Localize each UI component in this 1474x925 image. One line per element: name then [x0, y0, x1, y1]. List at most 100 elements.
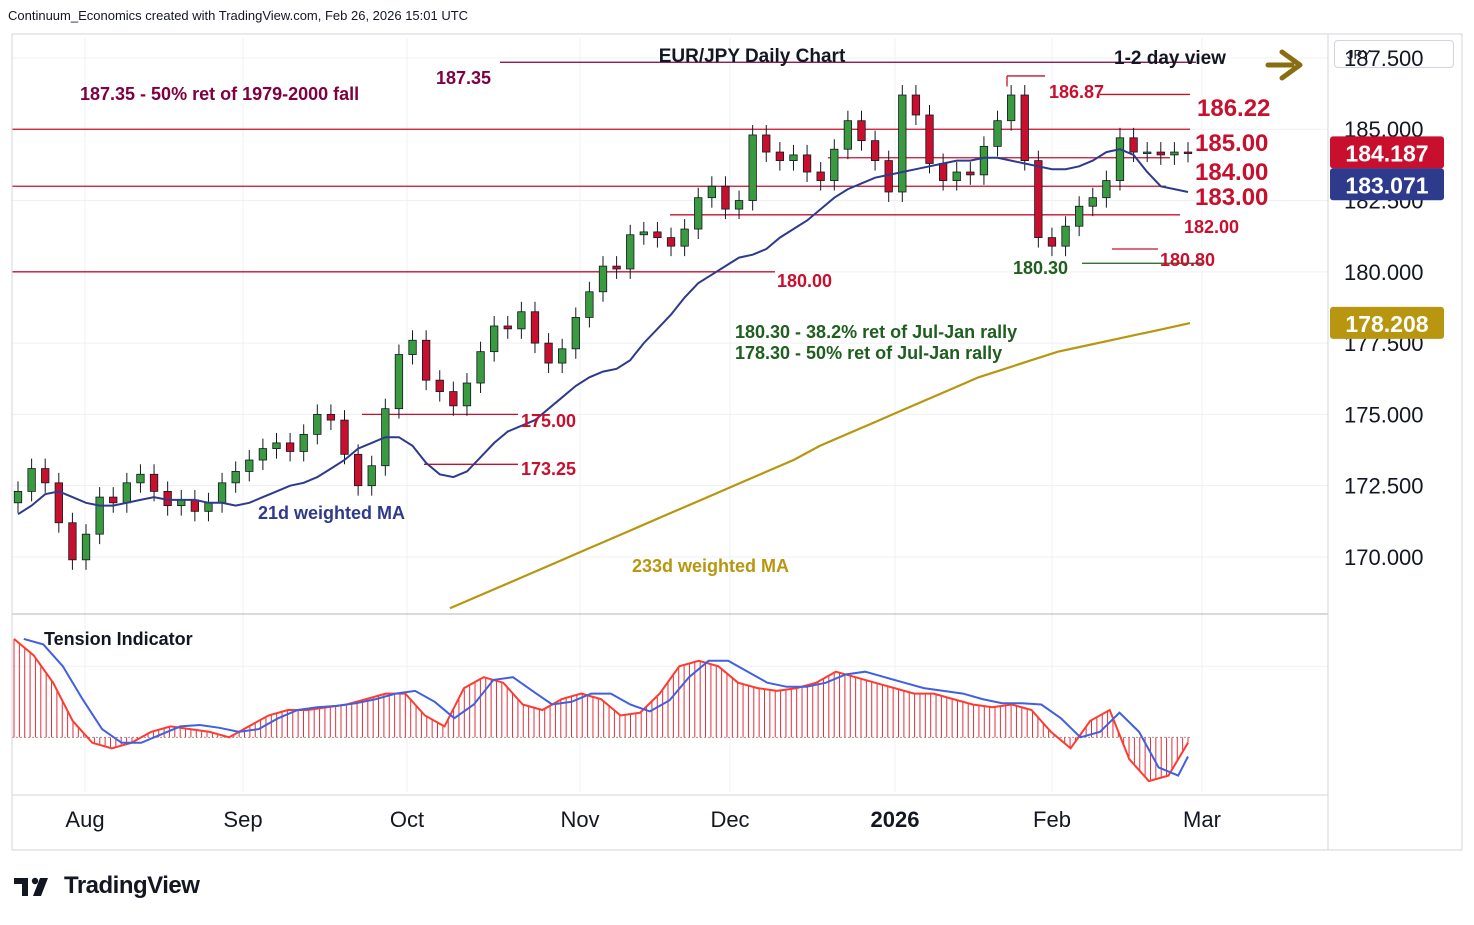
candle-body: [612, 265, 621, 270]
candle-body: [503, 325, 512, 330]
candle-body: [870, 140, 880, 162]
level-label-183.00: 183.00: [1195, 184, 1268, 211]
level-label-173.25: 173.25: [521, 459, 576, 479]
candle-body: [299, 433, 308, 452]
candle-body: [558, 348, 567, 364]
candle-body: [653, 231, 662, 239]
candle-body: [27, 468, 36, 492]
x-tick-label: Aug: [65, 807, 104, 832]
level-label-186.22: 186.22: [1197, 95, 1270, 122]
chart-title: EUR/JPY Daily Chart: [659, 46, 846, 67]
candle-body: [762, 134, 771, 153]
candle-body: [843, 120, 853, 150]
candle-body: [340, 419, 349, 455]
tradingview-logo-icon: [14, 877, 48, 896]
candle-body: [639, 231, 648, 236]
candle-body: [952, 171, 961, 181]
candle-body: [109, 496, 118, 504]
chart-attribution: Continuum_Economics created with Trading…: [8, 8, 469, 23]
price-badge-label: 183.071: [1345, 172, 1428, 198]
annotation-1: 21d weighted MA: [258, 503, 405, 523]
candle-body: [41, 468, 50, 484]
candle-body: [707, 185, 716, 199]
candle-body: [476, 351, 485, 384]
candle-body: [54, 482, 63, 524]
candle-body: [95, 496, 104, 535]
tension-fast-line: [13, 638, 1189, 783]
candle-body: [367, 465, 376, 487]
candle-body: [408, 339, 417, 355]
candle-body: [775, 151, 785, 162]
x-tick-label: Feb: [1033, 807, 1071, 832]
candle-body: [734, 200, 744, 210]
annotation-4: 178.30 - 50% ret of Jul-Jan rally: [735, 343, 1002, 363]
level-label-180.00: 180.00: [777, 271, 832, 291]
x-tick-label: Mar: [1183, 807, 1221, 832]
candle-body: [217, 482, 227, 504]
candle-body: [966, 171, 975, 176]
annotation-0: 187.35 - 50% ret of 1979-2000 fall: [80, 84, 359, 104]
candle-body: [938, 163, 948, 181]
candle-body: [979, 145, 989, 176]
candle-body: [1061, 225, 1070, 247]
candle-body: [911, 94, 921, 116]
candle-body: [1006, 94, 1016, 122]
tradingview-logo-text: TradingView: [64, 872, 200, 899]
level-label-175.00: 175.00: [521, 411, 576, 431]
x-tick-label: 2026: [871, 807, 920, 832]
candle-body: [1170, 151, 1179, 156]
currency-selector[interactable]: JPY: [1334, 40, 1454, 68]
candle-body: [231, 471, 240, 484]
candle-body: [353, 453, 363, 487]
candle-body: [598, 265, 608, 293]
candle-body: [435, 379, 444, 392]
candle-body: [394, 354, 404, 410]
candle-body: [1115, 137, 1125, 181]
candle-body: [1183, 151, 1193, 154]
candle-body: [694, 197, 703, 230]
tension-indicator-pane: Tension Indicator: [12, 613, 1328, 783]
candle-body: [1129, 137, 1138, 153]
candle-body: [258, 448, 268, 461]
view-label: 1-2 day view: [1114, 48, 1226, 69]
candle-body: [13, 490, 23, 504]
candle-body: [544, 342, 553, 364]
time-axis: Aug Sep Oct Nov Dec 2026 Feb Mar: [65, 807, 1221, 832]
candle-body: [136, 473, 145, 484]
level-label-185.00: 185.00: [1195, 130, 1268, 157]
candle-body: [1075, 205, 1084, 227]
tension-indicator-title: Tension Indicator: [44, 629, 193, 649]
x-tick-label: Oct: [390, 807, 424, 832]
candle-body: [857, 120, 866, 142]
level-label-187.35: 187.35: [436, 68, 491, 88]
candle-body: [313, 413, 322, 435]
candle-body: [898, 94, 907, 193]
candle-body: [68, 522, 77, 561]
candle-body: [462, 382, 472, 407]
candle-body: [272, 442, 281, 450]
candle-body: [1047, 237, 1057, 247]
candle-body: [830, 148, 839, 181]
candle-body: [666, 237, 676, 247]
ma21-line: [17, 148, 1189, 516]
candle-body: [490, 325, 499, 353]
candle-body: [1020, 94, 1029, 162]
level-label-180.80: 180.80: [1160, 250, 1215, 270]
y-tick-label: 175.000: [1344, 402, 1424, 427]
price-badge-bg: [1330, 306, 1444, 339]
annotation-3: 180.30 - 38.2% ret of Jul-Jan rally: [735, 322, 1017, 342]
candle-body: [81, 533, 91, 561]
candle-body: [326, 413, 336, 421]
annotation-2: 233d weighted MA: [632, 556, 789, 576]
right-arrow-icon: [1265, 49, 1303, 81]
candle-body: [285, 442, 295, 452]
candle-body: [721, 185, 730, 210]
price-badges: 184.187 183.071 178.208: [1330, 136, 1444, 339]
candle-body: [421, 339, 431, 381]
candle-body: [748, 134, 757, 201]
tension-slow-line: [23, 637, 1189, 777]
price-badge-bg: [1330, 168, 1444, 201]
candle-body: [571, 317, 580, 350]
candle-body: [245, 459, 254, 472]
